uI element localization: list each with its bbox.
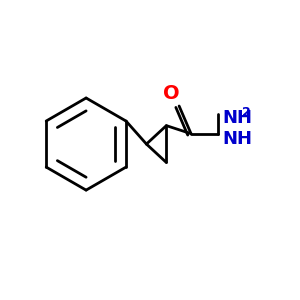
Text: NH: NH xyxy=(222,130,252,148)
Text: NH: NH xyxy=(222,109,252,127)
Text: O: O xyxy=(163,84,180,103)
Text: 2: 2 xyxy=(242,106,250,119)
